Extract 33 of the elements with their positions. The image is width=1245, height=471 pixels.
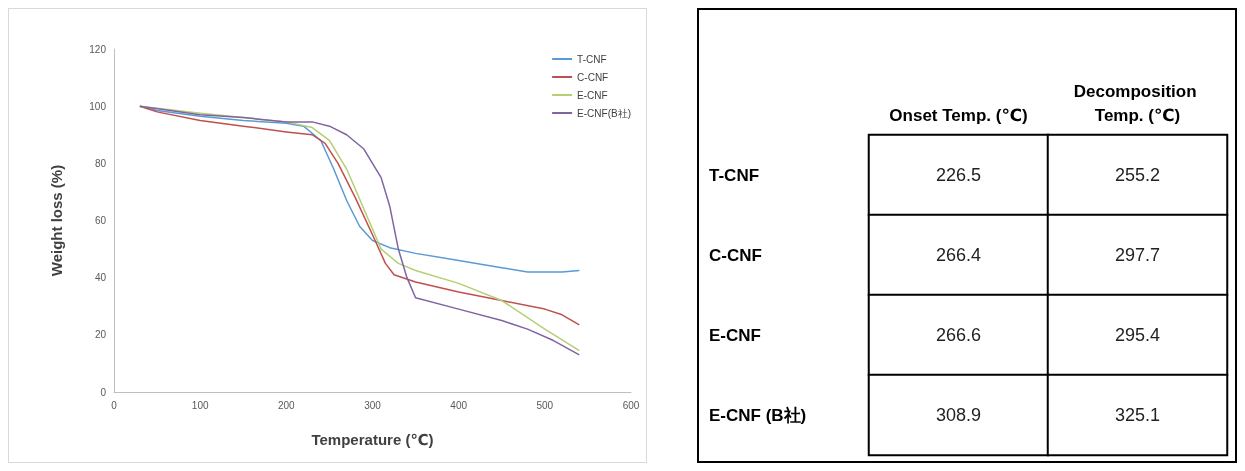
y-tick-label: 60: [94, 215, 107, 226]
data-label: 308.9: [935, 405, 982, 425]
x-tick-label: 0: [111, 399, 118, 411]
data-label: 295.4: [1114, 325, 1161, 345]
y-tick-label: C-CNF: [709, 245, 762, 265]
data-label: 266.6: [935, 325, 982, 345]
y-axis-title: Weight loss (%): [48, 164, 65, 277]
x-tick-label: 100: [191, 399, 209, 411]
legend-label: E-CNF: [577, 89, 608, 101]
y-tick-label: T-CNF: [709, 165, 760, 185]
data-label: 226.5: [935, 165, 982, 185]
y-tick-label: 120: [89, 43, 107, 55]
data-label: 255.2: [1114, 165, 1161, 185]
legend-label: E-CNF(B社): [577, 107, 632, 119]
x-tick-label: 400: [450, 399, 468, 411]
legend-label: C-CNF: [577, 71, 609, 83]
legend-label: T-CNF: [577, 53, 607, 65]
data-label: 325.1: [1114, 405, 1161, 425]
x-tick-label: 600: [622, 399, 640, 411]
x-tick-label: 500: [536, 399, 554, 411]
data-label: 297.7: [1114, 245, 1161, 265]
y-tick-label: 0: [100, 386, 107, 398]
x-tick-label: 200: [277, 399, 296, 411]
data-label: 266.4: [935, 245, 982, 265]
y-tick-label: E-CNF (B社): [709, 405, 807, 425]
x-tick-label: Onset Temp. (℃): [889, 105, 1028, 125]
y-tick-label: 40: [94, 272, 107, 284]
x-axis-title: Temperature (℃): [311, 431, 434, 448]
x-tick-label: 300: [364, 399, 382, 411]
y-tick-label: 80: [94, 157, 107, 169]
y-tick-label: E-CNF: [709, 325, 761, 345]
y-tick-label: 20: [94, 329, 107, 341]
x-tick-label: Decomposition Temp. (℃): [1073, 81, 1202, 125]
